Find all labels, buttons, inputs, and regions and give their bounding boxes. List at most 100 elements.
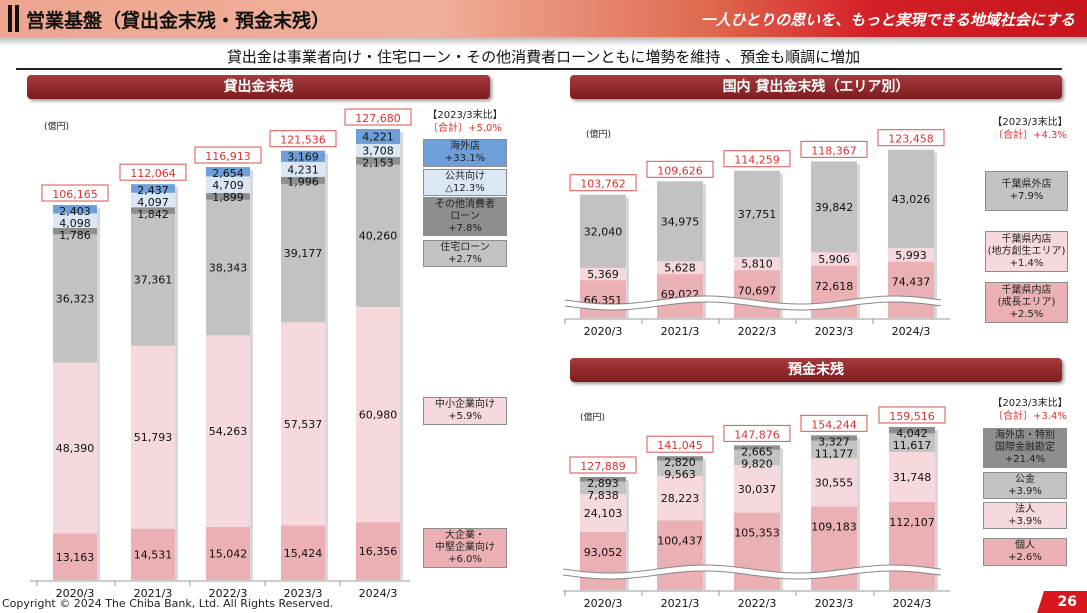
total-box [646,435,714,453]
bar-segment [657,456,703,461]
x-tick-label: 2021/3 [661,325,700,338]
data-label: 11,177 [815,447,854,460]
bar-segment [206,199,250,336]
bar-segment [356,522,400,580]
bar-segment [206,335,250,527]
total-box [194,146,262,164]
bar-segment [281,183,325,323]
bar-segment [356,157,400,165]
total-box [41,184,109,202]
legend-name: 海外店 [450,141,480,152]
legend-change: +2.7% [448,253,482,265]
legend-chiba-growth: 千葉県内店 (成長エリア) +2.5% [985,282,1068,323]
bar-segment [281,150,325,162]
total-label: 118,367 [811,144,857,157]
comparison-header: 【2023/3末比】 〔合計〕+3.4% [985,397,1075,423]
bar-segment [811,458,857,507]
data-label: 4,097 [137,196,169,209]
subtitle: 貸出金は事業者向け・住宅ローン・その他消費者ローンともに増勢を維持 、預金も順調… [226,48,861,66]
bar-segment [206,167,250,177]
data-label: 57,537 [284,418,323,431]
bar-segment [580,267,626,281]
total-box [723,150,791,168]
bar-segment [580,493,626,533]
data-label: 3,327 [818,435,850,448]
bar-segment [131,207,175,214]
title-mark [8,5,12,32]
bar-segment [734,256,780,271]
bar-segment [131,192,175,208]
legend-overseas-special: 海外店・特別 国際金融勘定 +21.4% [983,428,1067,468]
bar-segment [889,433,935,452]
data-label: 1,842 [137,208,169,221]
axis-break-line [562,570,942,580]
bar-segment [734,270,780,318]
data-label: 112,107 [889,516,935,529]
data-label: 40,260 [359,230,398,243]
data-label: 4,221 [362,130,394,143]
total-label: 106,165 [52,188,98,201]
bar-segment [657,181,703,262]
x-tick-label: 2024/3 [892,325,931,338]
section-header-deposits: 預金末残 [570,358,1062,382]
bar-segment [356,164,400,307]
title-mark [15,5,19,32]
bar-segment [734,465,780,513]
data-label: 4,231 [287,163,319,176]
data-label: 2,665 [741,445,773,458]
legend-change: +6.0% [448,554,482,565]
data-label: 30,555 [815,476,854,489]
legend-name: 千葉県内店 [1001,284,1052,296]
bar-segment [657,475,703,521]
x-tick-label: 2020/3 [584,325,623,338]
x-tick-label: 2021/3 [134,587,173,600]
legend-other-consumer: その他消費者 ローン +7.8% [423,197,507,236]
data-label: 2,437 [137,184,169,197]
legend-name: 公共向け [445,170,485,182]
data-label: 5,369 [587,268,619,281]
data-label: 2,820 [664,456,696,469]
total-label: 103,762 [580,178,626,191]
bar-segment [53,234,97,363]
bar-segment [206,176,250,194]
bar-segment [53,205,97,214]
bar-segment [657,520,703,590]
data-label: 1,786 [59,229,91,242]
bar-segment [131,528,175,580]
data-label: 1,996 [287,175,319,188]
data-label: 5,993 [895,249,927,262]
header-banner [0,0,1087,37]
total-box [723,424,791,442]
unit-label: (億円) [44,122,70,132]
total-box [878,406,946,424]
data-label: 4,709 [212,179,244,192]
bar-segment [356,306,400,523]
x-tick-label: 2024/3 [893,597,932,610]
data-label: 31,748 [893,471,932,484]
bar-segment [131,213,175,346]
data-label: 93,052 [584,546,623,559]
legend-change: △12.3% [445,182,485,194]
legend-change: +7.9% [1009,191,1044,202]
bar-segment [811,440,857,459]
data-label: 32,040 [584,225,623,238]
legend-name: 大企業・ [445,530,485,541]
comparison-label: 【2023/3末比】 [992,398,1068,409]
x-tick-label: 2022/3 [738,325,777,338]
comparison-label: 【2023/3末比】 [992,117,1068,128]
bar-segment [580,532,626,590]
total-box [569,456,637,474]
data-label: 24,103 [584,507,623,520]
x-tick-label: 2023/3 [284,587,323,600]
copyright: Copyright © 2024 The Chiba Bank, Ltd. Al… [2,597,334,610]
x-tick-label: 2020/3 [56,587,95,600]
legend-name: ローン [450,210,480,222]
bar-segment [580,194,626,268]
legend-individual: 個人 +2.6% [983,538,1067,566]
data-label: 5,628 [664,262,696,275]
axis-break-line [564,295,942,305]
axis-break-line [562,564,942,574]
data-label: 39,177 [284,247,323,260]
data-label: 4,098 [59,217,91,230]
